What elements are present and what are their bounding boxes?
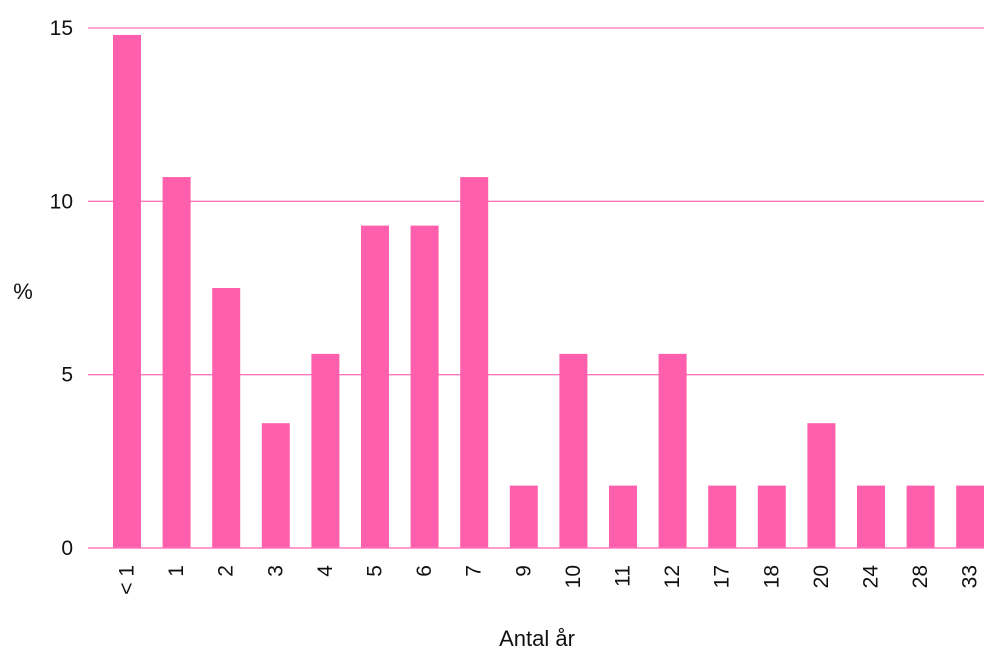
bar [311,353,340,548]
x-tick-label: 33 [959,565,982,588]
bar [807,423,836,548]
x-tick-label: 11 [612,565,635,587]
y-axis-ticks: 0 5 10 15 [50,17,73,560]
bar [460,177,489,549]
bar [609,485,637,548]
bar [708,485,737,548]
x-tick-label: 20 [810,565,833,588]
x-tick-label: 18 [760,565,783,588]
bar [906,485,935,548]
bar [162,177,191,549]
x-tick-label: 9 [512,565,535,577]
x-tick-label: 12 [661,565,684,588]
y-tick-label: 5 [61,364,73,387]
bar [212,288,241,548]
bar [410,225,439,548]
bars [88,34,984,549]
bar [658,353,687,548]
x-tick-label: 24 [860,565,883,589]
y-tick-label: 0 [61,537,73,560]
x-tick-label: 3 [264,565,287,577]
y-axis-title: % [13,279,33,304]
bar [757,485,786,548]
x-tick-label: 1 [165,565,188,577]
x-axis-title: Antal år [499,626,575,651]
x-tick-label: 4 [314,565,337,577]
y-tick-label: 15 [50,17,73,40]
x-tick-label: 5 [364,565,387,577]
y-tick-label: 10 [50,190,73,213]
x-tick-label: < 1 [116,565,139,595]
bar [956,485,984,548]
x-axis-ticks: < 1 1 2 3 4 5 6 7 9 10 11 12 17 18 20 24 28 33 [116,565,982,595]
bar [559,353,588,548]
x-tick-label: 6 [413,565,436,577]
bar [857,485,885,548]
x-tick-label: 17 [711,565,734,588]
x-tick-label: 28 [909,565,932,588]
bar [113,34,141,548]
bar [261,423,290,548]
x-tick-label: 2 [215,565,238,577]
x-tick-label: 10 [562,565,585,588]
x-tick-label: 7 [463,565,486,577]
bar [361,225,389,548]
bar [509,485,538,548]
